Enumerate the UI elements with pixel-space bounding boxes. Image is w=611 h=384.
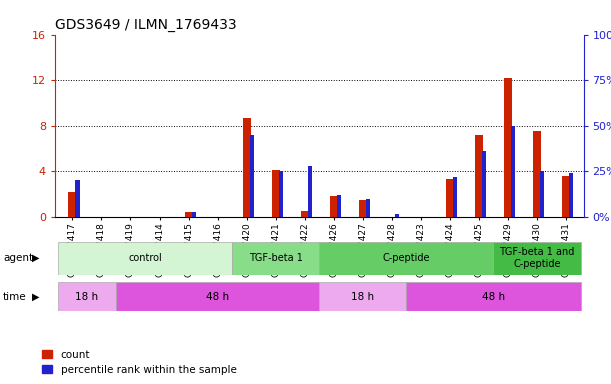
Bar: [359, 200, 367, 217]
Bar: [116, 282, 319, 311]
Bar: [58, 282, 116, 311]
Bar: [504, 78, 512, 217]
Bar: [68, 192, 76, 217]
Bar: [540, 171, 544, 217]
Bar: [272, 170, 280, 217]
Bar: [494, 242, 580, 275]
Bar: [511, 126, 516, 217]
Bar: [319, 282, 406, 311]
Bar: [395, 214, 399, 217]
Text: 18 h: 18 h: [351, 291, 375, 302]
Bar: [301, 211, 309, 217]
Bar: [192, 212, 196, 217]
Bar: [482, 151, 486, 217]
Text: ▶: ▶: [32, 253, 39, 263]
Bar: [475, 135, 483, 217]
Bar: [279, 171, 283, 217]
Text: control: control: [128, 253, 162, 263]
Bar: [337, 195, 341, 217]
Bar: [185, 212, 192, 217]
Text: 48 h: 48 h: [482, 291, 505, 302]
Bar: [243, 118, 251, 217]
Bar: [250, 135, 254, 217]
Bar: [308, 166, 312, 217]
Text: TGF-beta 1: TGF-beta 1: [249, 253, 302, 263]
Legend: count, percentile rank within the sample: count, percentile rank within the sample: [42, 350, 236, 375]
Text: 48 h: 48 h: [206, 291, 229, 302]
Text: time: time: [3, 291, 27, 302]
Bar: [76, 180, 80, 217]
Bar: [562, 176, 570, 217]
Bar: [319, 242, 494, 275]
Bar: [453, 177, 457, 217]
Text: C-peptide: C-peptide: [382, 253, 430, 263]
Bar: [406, 282, 580, 311]
Text: GDS3649 / ILMN_1769433: GDS3649 / ILMN_1769433: [55, 18, 236, 32]
Bar: [533, 131, 541, 217]
Bar: [330, 197, 338, 217]
Text: 18 h: 18 h: [75, 291, 98, 302]
Bar: [446, 179, 454, 217]
Text: agent: agent: [3, 253, 33, 263]
Text: TGF-beta 1 and
C-peptide: TGF-beta 1 and C-peptide: [499, 247, 575, 269]
Text: ▶: ▶: [32, 291, 39, 302]
Bar: [366, 199, 370, 217]
Bar: [58, 242, 232, 275]
Bar: [232, 242, 319, 275]
Bar: [569, 173, 574, 217]
